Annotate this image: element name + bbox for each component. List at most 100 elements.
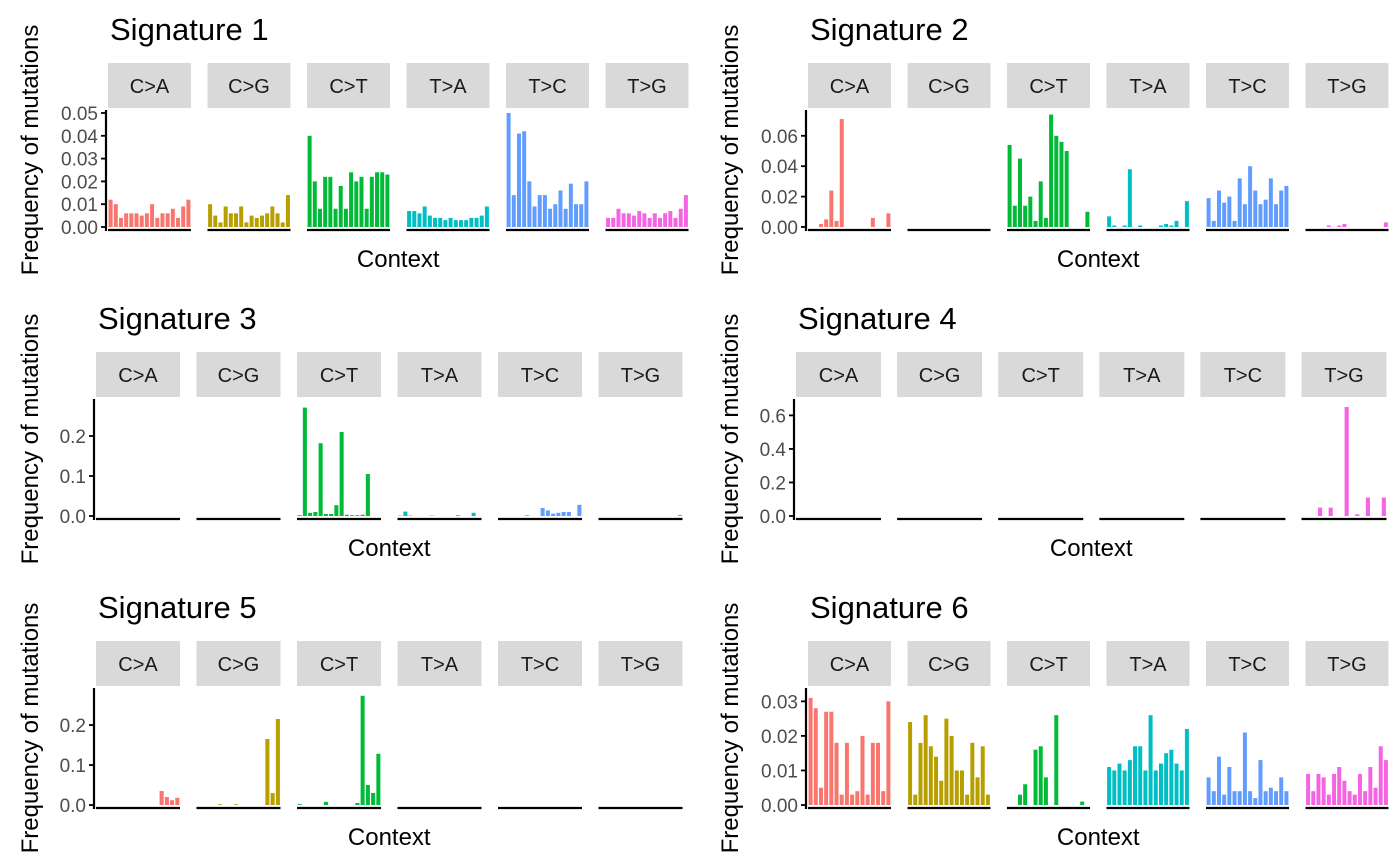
- bar: [113, 204, 118, 227]
- y-tick-label: 0.2: [60, 427, 86, 448]
- bar: [1211, 791, 1216, 805]
- bar: [1227, 767, 1232, 805]
- bar: [312, 181, 317, 227]
- x-axis-label: Context: [1057, 246, 1140, 273]
- bar: [939, 780, 944, 805]
- bar: [1138, 746, 1143, 805]
- bar: [1222, 202, 1227, 227]
- bar: [980, 746, 985, 805]
- bar: [448, 217, 453, 227]
- facet-strip: [96, 641, 180, 686]
- facet-label: C>T: [320, 654, 358, 676]
- bar: [1169, 749, 1174, 805]
- x-axis-label: Context: [348, 824, 431, 851]
- bar: [155, 217, 160, 227]
- bar: [959, 770, 964, 805]
- bar: [144, 213, 149, 227]
- bar: [1143, 770, 1148, 805]
- bar: [574, 204, 579, 227]
- facet-strip: [1200, 352, 1286, 397]
- bar: [1023, 205, 1028, 227]
- bar: [469, 217, 474, 227]
- facet-label: T>G: [1327, 76, 1366, 98]
- facet-label: C>A: [830, 76, 870, 98]
- bar: [160, 213, 165, 227]
- bar: [479, 215, 484, 227]
- bar: [412, 211, 417, 227]
- facet-strip: [96, 352, 180, 397]
- bar: [975, 777, 980, 805]
- bar: [1158, 763, 1163, 805]
- bar: [365, 785, 370, 805]
- bar: [506, 113, 511, 227]
- facet-label: T>C: [521, 654, 559, 676]
- bar: [228, 213, 233, 227]
- y-tick-label: 0.04: [61, 127, 98, 148]
- bar: [1107, 767, 1112, 805]
- chart-title: Signature 1: [110, 12, 269, 47]
- bar: [678, 208, 683, 227]
- bar: [233, 804, 238, 805]
- bar: [1242, 204, 1247, 227]
- bar: [307, 135, 312, 227]
- facet-label: T>C: [521, 365, 559, 387]
- facet-strip: [196, 352, 281, 397]
- bar: [934, 756, 939, 805]
- facet-strip: [196, 641, 281, 686]
- y-tick-label: 0.1: [60, 467, 86, 488]
- bar: [1164, 223, 1169, 227]
- bar: [484, 206, 489, 227]
- bar: [1263, 791, 1268, 805]
- y-tick-label: 0.0: [760, 507, 786, 528]
- bar: [908, 722, 913, 805]
- facet-label: C>G: [919, 365, 961, 387]
- bar: [568, 183, 573, 227]
- bar: [1311, 791, 1316, 805]
- x-axis-label: Context: [348, 535, 431, 562]
- bar: [471, 512, 476, 516]
- bar: [683, 195, 688, 227]
- bar: [1306, 773, 1311, 805]
- bar: [1017, 794, 1022, 805]
- bar: [524, 515, 529, 516]
- y-axis-label: Frequency of mutations: [17, 314, 44, 565]
- bar: [1184, 201, 1189, 227]
- bar: [566, 512, 571, 516]
- bar: [1337, 225, 1342, 227]
- facet-label: C>G: [218, 654, 260, 676]
- bar: [954, 770, 959, 805]
- y-axis-label: Frequency of mutations: [17, 603, 44, 854]
- facet-label: T>A: [421, 365, 459, 387]
- facet-strip: [498, 641, 582, 686]
- facet-label: C>T: [1022, 365, 1060, 387]
- bar: [1242, 732, 1247, 805]
- y-tick-label: 0.01: [61, 195, 98, 216]
- y-tick-label: 0.0: [60, 796, 86, 817]
- bar: [343, 208, 348, 227]
- bar: [626, 213, 631, 227]
- bar: [1211, 220, 1216, 227]
- bar: [333, 208, 338, 227]
- bar: [1107, 216, 1112, 227]
- facet-strip: [598, 641, 683, 686]
- bar: [323, 514, 328, 516]
- facet-label: T>C: [1228, 654, 1266, 676]
- bar: [108, 199, 113, 227]
- bar: [913, 794, 918, 805]
- bar: [834, 742, 839, 805]
- facet-strip: [1099, 352, 1185, 397]
- y-tick-label: 0.06: [761, 127, 798, 148]
- bar: [354, 181, 359, 227]
- bar: [1138, 225, 1143, 227]
- facet-label: T>C: [1228, 76, 1266, 98]
- x-axis-label: Context: [1057, 824, 1140, 851]
- bar: [1112, 770, 1117, 805]
- chart-title: Signature 2: [810, 12, 969, 47]
- bar: [1017, 158, 1022, 227]
- bar: [1153, 770, 1158, 805]
- facet-label: T>G: [621, 654, 660, 676]
- bar: [170, 208, 175, 227]
- y-tick-label: 0.2: [60, 716, 86, 737]
- bar: [422, 206, 427, 227]
- bar: [1148, 715, 1153, 805]
